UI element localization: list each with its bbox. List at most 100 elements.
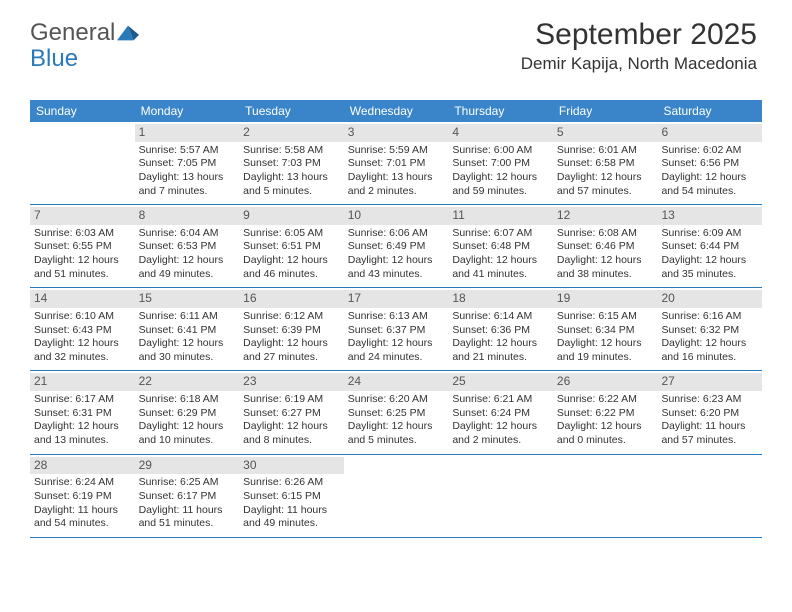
calendar-cell: 2Sunrise: 5:58 AMSunset: 7:03 PMDaylight… (239, 122, 344, 204)
cell-daylight2: and 51 minutes. (34, 268, 131, 282)
page-header: September 2025 Demir Kapija, North Maced… (521, 18, 757, 74)
cell-daylight1: Daylight: 12 hours (557, 337, 654, 351)
calendar-cell: 30Sunrise: 6:26 AMSunset: 6:15 PMDayligh… (239, 455, 344, 537)
cell-daylight1: Daylight: 12 hours (452, 337, 549, 351)
cell-sunset: Sunset: 7:03 PM (243, 157, 340, 171)
cell-sunrise: Sunrise: 6:23 AM (661, 393, 758, 407)
cell-daylight2: and 21 minutes. (452, 351, 549, 365)
cell-daylight2: and 41 minutes. (452, 268, 549, 282)
calendar-cell: 21Sunrise: 6:17 AMSunset: 6:31 PMDayligh… (30, 371, 135, 453)
cell-daylight2: and 0 minutes. (557, 434, 654, 448)
cell-daylight2: and 8 minutes. (243, 434, 340, 448)
calendar-cell: 18Sunrise: 6:14 AMSunset: 6:36 PMDayligh… (448, 288, 553, 370)
cell-daylight2: and 30 minutes. (139, 351, 236, 365)
cell-sunrise: Sunrise: 6:22 AM (557, 393, 654, 407)
cell-sunset: Sunset: 6:55 PM (34, 240, 131, 254)
day-number: 9 (239, 207, 344, 225)
cell-daylight1: Daylight: 12 hours (452, 420, 549, 434)
cell-sunrise: Sunrise: 6:26 AM (243, 476, 340, 490)
calendar-row: 21Sunrise: 6:17 AMSunset: 6:31 PMDayligh… (30, 371, 762, 454)
cell-daylight1: Daylight: 12 hours (661, 254, 758, 268)
cell-sunset: Sunset: 6:44 PM (661, 240, 758, 254)
weekday-header-row: SundayMondayTuesdayWednesdayThursdayFrid… (30, 100, 762, 122)
day-number: 1 (135, 124, 240, 142)
cell-daylight2: and 32 minutes. (34, 351, 131, 365)
cell-daylight1: Daylight: 12 hours (452, 171, 549, 185)
brand-text: General Blue (30, 20, 115, 73)
calendar-cell-blank (553, 455, 658, 537)
weekday-header-cell: Sunday (30, 100, 135, 122)
day-number: 29 (135, 457, 240, 475)
calendar-cell: 26Sunrise: 6:22 AMSunset: 6:22 PMDayligh… (553, 371, 658, 453)
cell-daylight2: and 5 minutes. (243, 185, 340, 199)
cell-sunset: Sunset: 6:36 PM (452, 324, 549, 338)
calendar-cell: 10Sunrise: 6:06 AMSunset: 6:49 PMDayligh… (344, 205, 449, 287)
calendar-cell: 12Sunrise: 6:08 AMSunset: 6:46 PMDayligh… (553, 205, 658, 287)
day-number: 16 (239, 290, 344, 308)
cell-sunset: Sunset: 6:49 PM (348, 240, 445, 254)
calendar-cell-blank (448, 455, 553, 537)
cell-daylight1: Daylight: 12 hours (243, 337, 340, 351)
cell-daylight2: and 59 minutes. (452, 185, 549, 199)
cell-daylight2: and 24 minutes. (348, 351, 445, 365)
cell-sunset: Sunset: 6:37 PM (348, 324, 445, 338)
cell-sunset: Sunset: 6:31 PM (34, 407, 131, 421)
calendar-cell: 19Sunrise: 6:15 AMSunset: 6:34 PMDayligh… (553, 288, 658, 370)
cell-daylight1: Daylight: 12 hours (34, 420, 131, 434)
calendar-cell: 1Sunrise: 5:57 AMSunset: 7:05 PMDaylight… (135, 122, 240, 204)
weekday-header-cell: Thursday (448, 100, 553, 122)
cell-sunset: Sunset: 6:58 PM (557, 157, 654, 171)
cell-daylight1: Daylight: 12 hours (139, 254, 236, 268)
cell-daylight2: and 5 minutes. (348, 434, 445, 448)
cell-daylight1: Daylight: 11 hours (34, 504, 131, 518)
cell-sunset: Sunset: 6:20 PM (661, 407, 758, 421)
cell-sunset: Sunset: 7:00 PM (452, 157, 549, 171)
cell-sunset: Sunset: 6:41 PM (139, 324, 236, 338)
cell-sunset: Sunset: 6:24 PM (452, 407, 549, 421)
calendar-cell-blank (344, 455, 449, 537)
cell-daylight2: and 51 minutes. (139, 517, 236, 531)
cell-daylight2: and 57 minutes. (557, 185, 654, 199)
calendar-cell: 5Sunrise: 6:01 AMSunset: 6:58 PMDaylight… (553, 122, 658, 204)
calendar-cell: 11Sunrise: 6:07 AMSunset: 6:48 PMDayligh… (448, 205, 553, 287)
cell-sunset: Sunset: 6:22 PM (557, 407, 654, 421)
day-number: 23 (239, 373, 344, 391)
cell-sunset: Sunset: 6:15 PM (243, 490, 340, 504)
cell-sunrise: Sunrise: 6:25 AM (139, 476, 236, 490)
day-number: 26 (553, 373, 658, 391)
weekday-header-cell: Saturday (657, 100, 762, 122)
day-number: 27 (657, 373, 762, 391)
calendar-cell: 17Sunrise: 6:13 AMSunset: 6:37 PMDayligh… (344, 288, 449, 370)
cell-sunrise: Sunrise: 6:21 AM (452, 393, 549, 407)
day-number: 25 (448, 373, 553, 391)
cell-daylight2: and 49 minutes. (243, 517, 340, 531)
calendar-cell: 22Sunrise: 6:18 AMSunset: 6:29 PMDayligh… (135, 371, 240, 453)
day-number: 22 (135, 373, 240, 391)
day-number: 18 (448, 290, 553, 308)
cell-sunset: Sunset: 6:29 PM (139, 407, 236, 421)
cell-sunrise: Sunrise: 6:05 AM (243, 227, 340, 241)
cell-daylight1: Daylight: 11 hours (661, 420, 758, 434)
calendar-row: 1Sunrise: 5:57 AMSunset: 7:05 PMDaylight… (30, 122, 762, 205)
cell-daylight2: and 46 minutes. (243, 268, 340, 282)
calendar-row: 14Sunrise: 6:10 AMSunset: 6:43 PMDayligh… (30, 288, 762, 371)
cell-daylight2: and 49 minutes. (139, 268, 236, 282)
cell-daylight1: Daylight: 12 hours (452, 254, 549, 268)
cell-sunset: Sunset: 6:19 PM (34, 490, 131, 504)
day-number: 5 (553, 124, 658, 142)
cell-sunset: Sunset: 6:17 PM (139, 490, 236, 504)
day-number: 8 (135, 207, 240, 225)
cell-sunrise: Sunrise: 6:00 AM (452, 144, 549, 158)
cell-sunrise: Sunrise: 6:13 AM (348, 310, 445, 324)
calendar-grid: SundayMondayTuesdayWednesdayThursdayFrid… (30, 100, 762, 538)
cell-daylight1: Daylight: 12 hours (243, 254, 340, 268)
calendar-row: 28Sunrise: 6:24 AMSunset: 6:19 PMDayligh… (30, 455, 762, 538)
calendar-cell: 15Sunrise: 6:11 AMSunset: 6:41 PMDayligh… (135, 288, 240, 370)
cell-daylight2: and 27 minutes. (243, 351, 340, 365)
cell-sunset: Sunset: 6:25 PM (348, 407, 445, 421)
calendar-cell: 28Sunrise: 6:24 AMSunset: 6:19 PMDayligh… (30, 455, 135, 537)
cell-sunset: Sunset: 6:32 PM (661, 324, 758, 338)
calendar-cell: 16Sunrise: 6:12 AMSunset: 6:39 PMDayligh… (239, 288, 344, 370)
cell-sunrise: Sunrise: 6:18 AM (139, 393, 236, 407)
cell-daylight2: and 57 minutes. (661, 434, 758, 448)
